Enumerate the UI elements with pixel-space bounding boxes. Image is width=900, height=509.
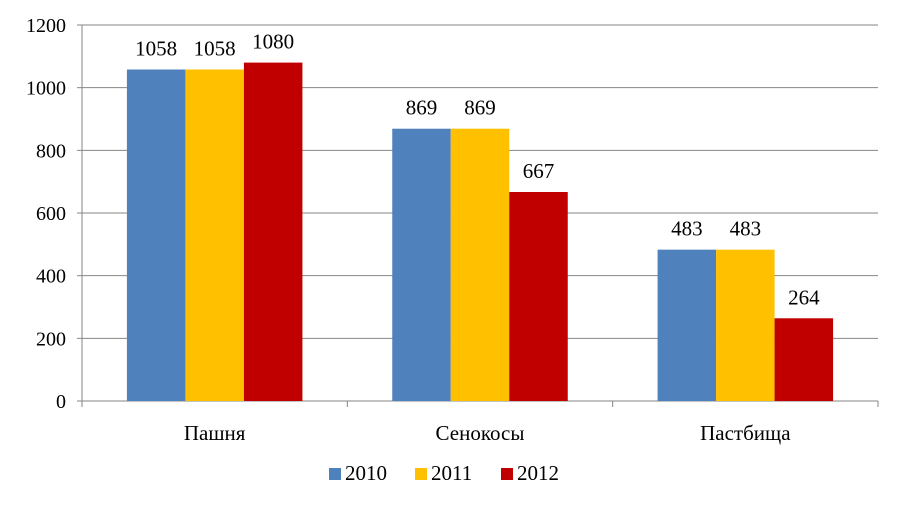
legend-swatch-2011: [415, 468, 427, 480]
x-category-label: Пашня: [184, 421, 246, 445]
legend-swatch-2010: [329, 468, 341, 480]
legend-label: 2012: [517, 461, 559, 485]
data-label-2012-1: 667: [523, 159, 555, 183]
y-tick-label: 400: [36, 266, 66, 288]
data-label-2010-1: 869: [406, 96, 438, 120]
bar-2012-1: [509, 192, 568, 401]
y-tick-label: 800: [36, 140, 66, 162]
data-label-2012-0: 1080: [252, 30, 294, 54]
bar-2010-1: [392, 128, 451, 402]
data-label-2011-0: 1058: [194, 36, 236, 60]
data-label-2012-2: 264: [788, 285, 820, 309]
bar-2012-0: [243, 62, 303, 401]
bar-2010-0: [126, 69, 186, 401]
y-tick-label: 200: [36, 328, 66, 350]
legend-label: 2011: [431, 461, 472, 485]
bar-2011-1: [450, 128, 510, 402]
x-category-label: Сенокосы: [436, 421, 525, 445]
y-tick-label: 1000: [26, 78, 66, 100]
legend-swatch-2012: [501, 468, 513, 480]
y-tick-label: 0: [56, 391, 66, 413]
x-category-label: Пастбища: [700, 421, 791, 445]
bar-2011-2: [716, 249, 775, 401]
bar-2012-2: [774, 318, 834, 401]
legend-label: 2010: [345, 461, 387, 485]
y-tick-label: 600: [36, 203, 66, 225]
data-label-2010-0: 1058: [135, 36, 177, 60]
y-tick-label: 1200: [26, 15, 66, 37]
data-label-2011-1: 869: [464, 96, 496, 120]
bar-2011-0: [185, 69, 244, 401]
bar-2010-2: [657, 249, 717, 401]
data-label-2011-2: 483: [730, 217, 762, 241]
data-label-2010-2: 483: [671, 217, 703, 241]
